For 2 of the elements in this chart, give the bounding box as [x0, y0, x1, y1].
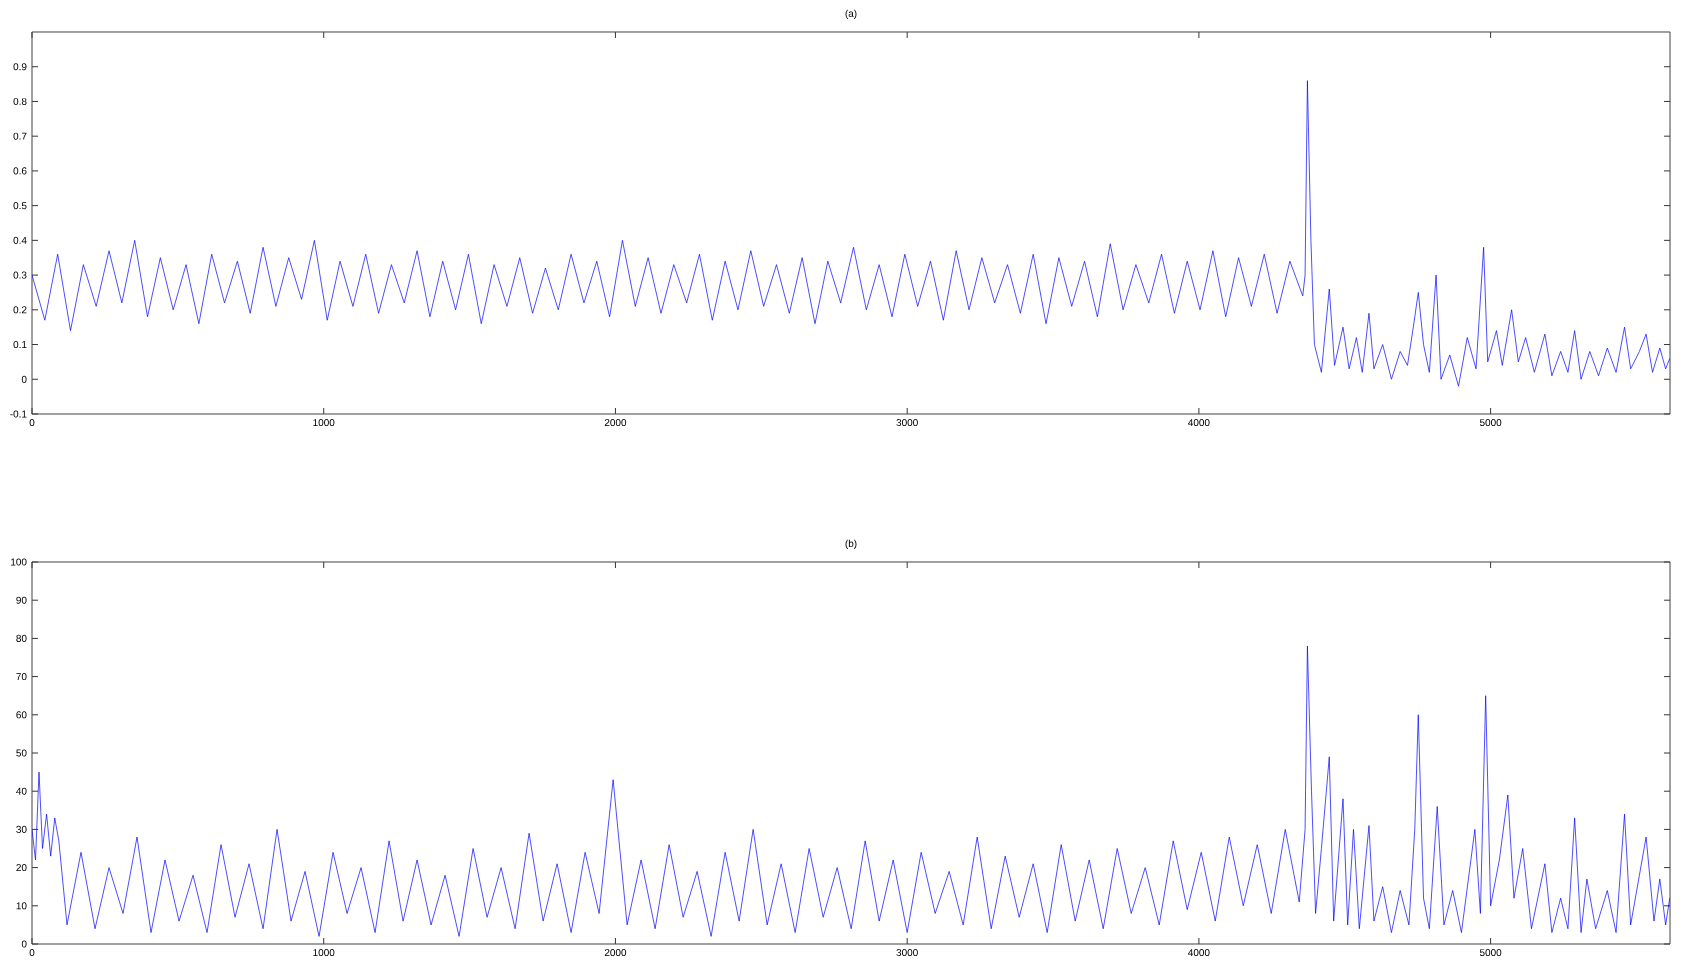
- line-series: [32, 645, 1671, 937]
- line-series: [32, 80, 1671, 387]
